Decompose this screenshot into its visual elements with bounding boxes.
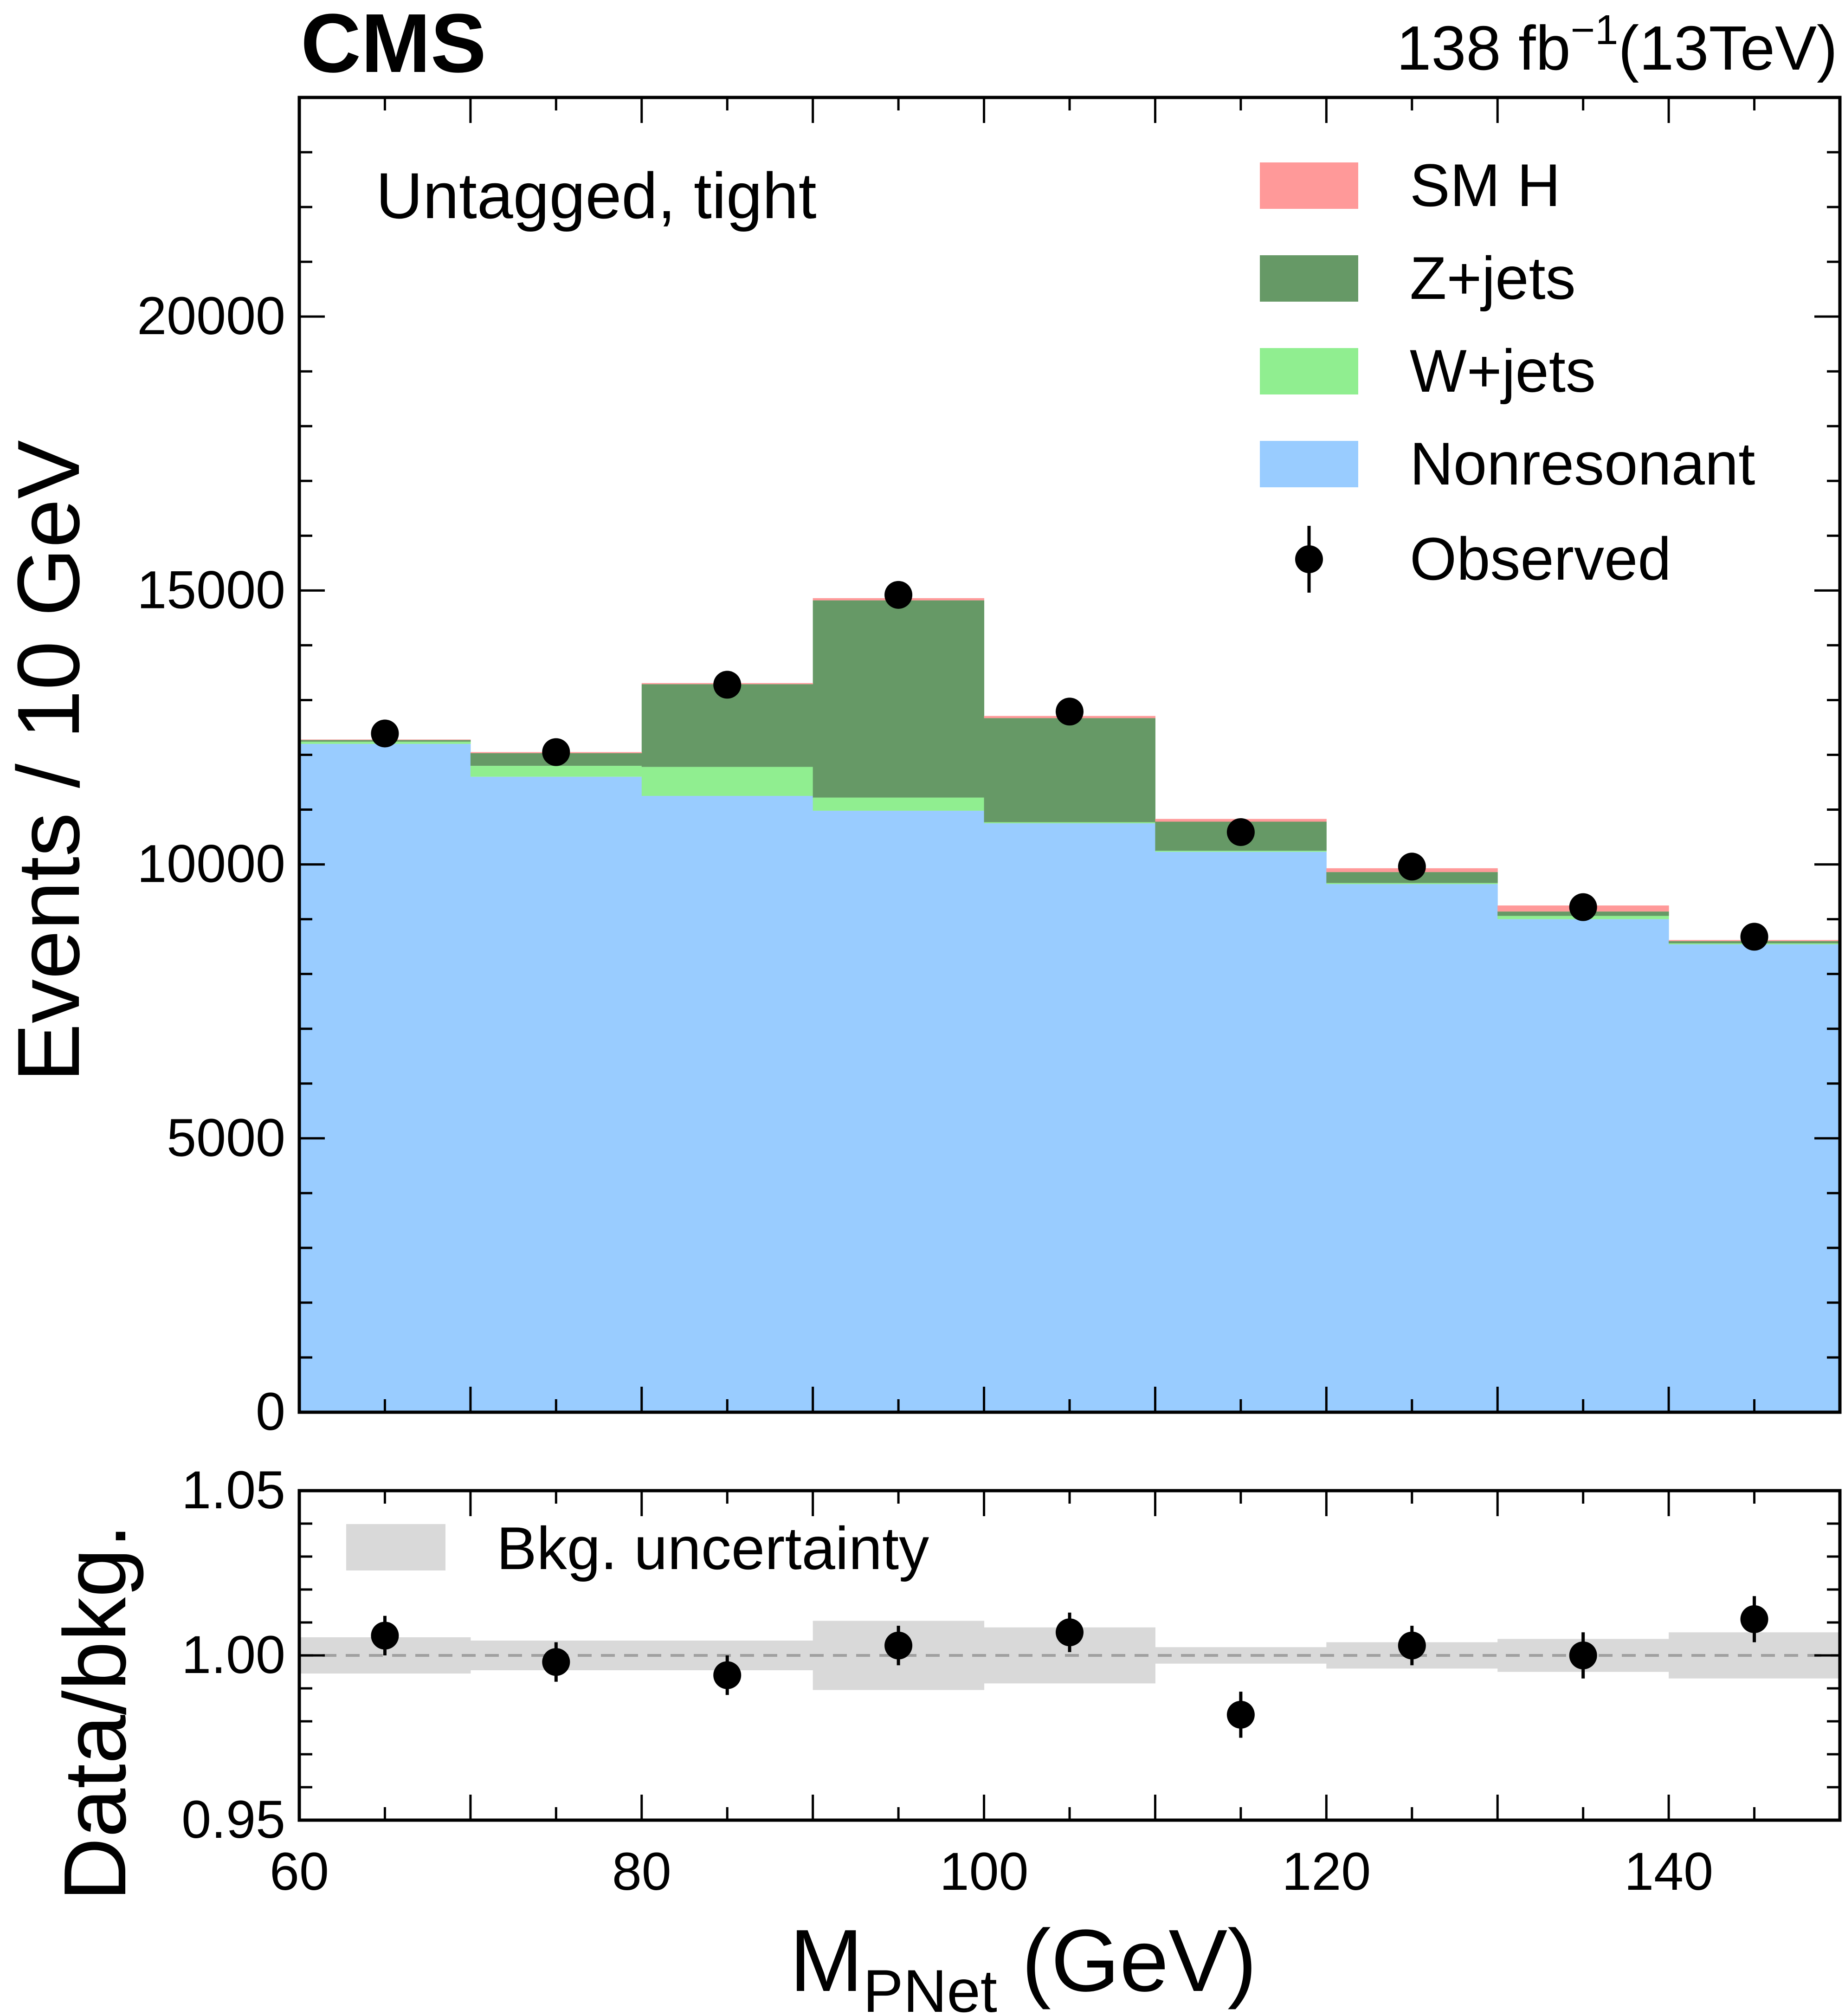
- ratio-point: [1398, 1631, 1426, 1660]
- band-legend-label: Bkg. uncertainty: [497, 1514, 929, 1582]
- legend-item: Z+jets: [1260, 244, 1576, 312]
- data-point: [713, 671, 742, 699]
- ratio-point: [713, 1661, 742, 1689]
- x-tick-label: 140: [1624, 1842, 1713, 1901]
- legend-item: W+jets: [1260, 337, 1596, 405]
- observed-points: [371, 581, 1768, 951]
- y-tick-label: 20000: [137, 286, 285, 346]
- experiment-label: CMS: [301, 0, 486, 90]
- bar: [984, 822, 1155, 824]
- y-tick-label: 5000: [167, 1108, 285, 1168]
- ratio-plot-frame: [297, 1489, 1842, 1822]
- bar: [641, 796, 813, 1412]
- bar: [813, 797, 985, 811]
- x-tick-label: 100: [940, 1842, 1029, 1901]
- main-plot-frame: [297, 96, 1842, 1414]
- legend-item: SM H: [1260, 151, 1561, 219]
- legend-swatch: [1260, 348, 1358, 394]
- ratio-y-axis-title: Data/bkg.: [46, 1524, 144, 1901]
- data-point: [1398, 853, 1426, 881]
- stacked-histogram: [299, 598, 1840, 1412]
- y-tick-label: 0.95: [181, 1790, 285, 1849]
- data-point: [371, 719, 399, 748]
- ratio-axis-ticks: 0.95 1.00 1.05 60 80 100 120 140: [181, 1460, 1841, 1901]
- bar: [813, 600, 985, 798]
- bar: [1155, 852, 1327, 1412]
- ratio-point: [1226, 1700, 1255, 1729]
- bar: [984, 718, 1155, 822]
- data-point: [542, 738, 570, 766]
- ratio-point: [884, 1631, 913, 1660]
- bar: [641, 767, 813, 796]
- series-nonresonant: [299, 743, 1840, 1412]
- y-tick-label: 1.05: [181, 1460, 285, 1520]
- data-point: [884, 581, 913, 609]
- y-tick-label: 10000: [137, 834, 285, 894]
- bar: [1326, 884, 1498, 1412]
- y-axis-title: Events / 10 GeV: [0, 440, 98, 1082]
- bar: [1497, 919, 1669, 1412]
- ratio-points: [371, 1596, 1768, 1738]
- ratio-point: [371, 1622, 399, 1650]
- bar: [1155, 851, 1327, 852]
- x-tick-label: 60: [270, 1842, 329, 1901]
- bar: [299, 743, 471, 1412]
- ratio-point: [1056, 1618, 1084, 1647]
- legend-swatch: [1260, 162, 1358, 209]
- bar: [984, 823, 1155, 1412]
- y-tick-label: 0: [256, 1382, 285, 1441]
- y-tick-label: 15000: [137, 560, 285, 620]
- y-tick-label: 1.00: [181, 1625, 285, 1685]
- luminosity-label: 138 fb−1(13TeV): [1396, 7, 1838, 83]
- legend-label: W+jets: [1410, 337, 1596, 405]
- data-point: [1056, 698, 1084, 726]
- legend-label: Z+jets: [1410, 244, 1576, 312]
- bar: [813, 810, 985, 1412]
- legend-item: Nonresonant: [1260, 430, 1755, 498]
- category-label: Untagged, tight: [376, 159, 817, 232]
- bar: [470, 766, 642, 777]
- legend-swatch: [1260, 255, 1358, 302]
- legend-marker: [1295, 545, 1323, 573]
- ratio-panel: 0.95 1.00 1.05 60 80 100 120 140 Bkg. uncertain…: [46, 1460, 1842, 1901]
- legend-label: Nonresonant: [1410, 430, 1755, 498]
- legend-label: Observed: [1410, 525, 1671, 593]
- legend-item: Observed: [1295, 525, 1671, 593]
- band-legend-swatch: [346, 1524, 445, 1570]
- x-tick-label: 120: [1282, 1842, 1371, 1901]
- bar: [1326, 883, 1498, 885]
- bar: [1669, 944, 1840, 1412]
- legend: SM H Z+jets W+jets Nonresonant Observed: [1260, 151, 1755, 593]
- ratio-point: [1740, 1605, 1768, 1633]
- legend-swatch: [1260, 441, 1358, 487]
- main-axis-ticks: 0 5000 10000 15000 20000: [137, 96, 1841, 1441]
- data-point: [1226, 818, 1255, 846]
- ratio-point: [1569, 1641, 1597, 1669]
- x-tick-label: 80: [612, 1842, 671, 1901]
- legend-label: SM H: [1410, 151, 1561, 219]
- main-panel: 0 5000 10000 15000 20000 Untagged, tight SM …: [0, 96, 1842, 1441]
- data-point: [1740, 923, 1768, 951]
- bar: [470, 776, 642, 1412]
- ratio-point: [542, 1648, 570, 1676]
- x-axis-title: MPNet (GeV): [790, 1912, 1257, 2016]
- data-point: [1569, 893, 1597, 921]
